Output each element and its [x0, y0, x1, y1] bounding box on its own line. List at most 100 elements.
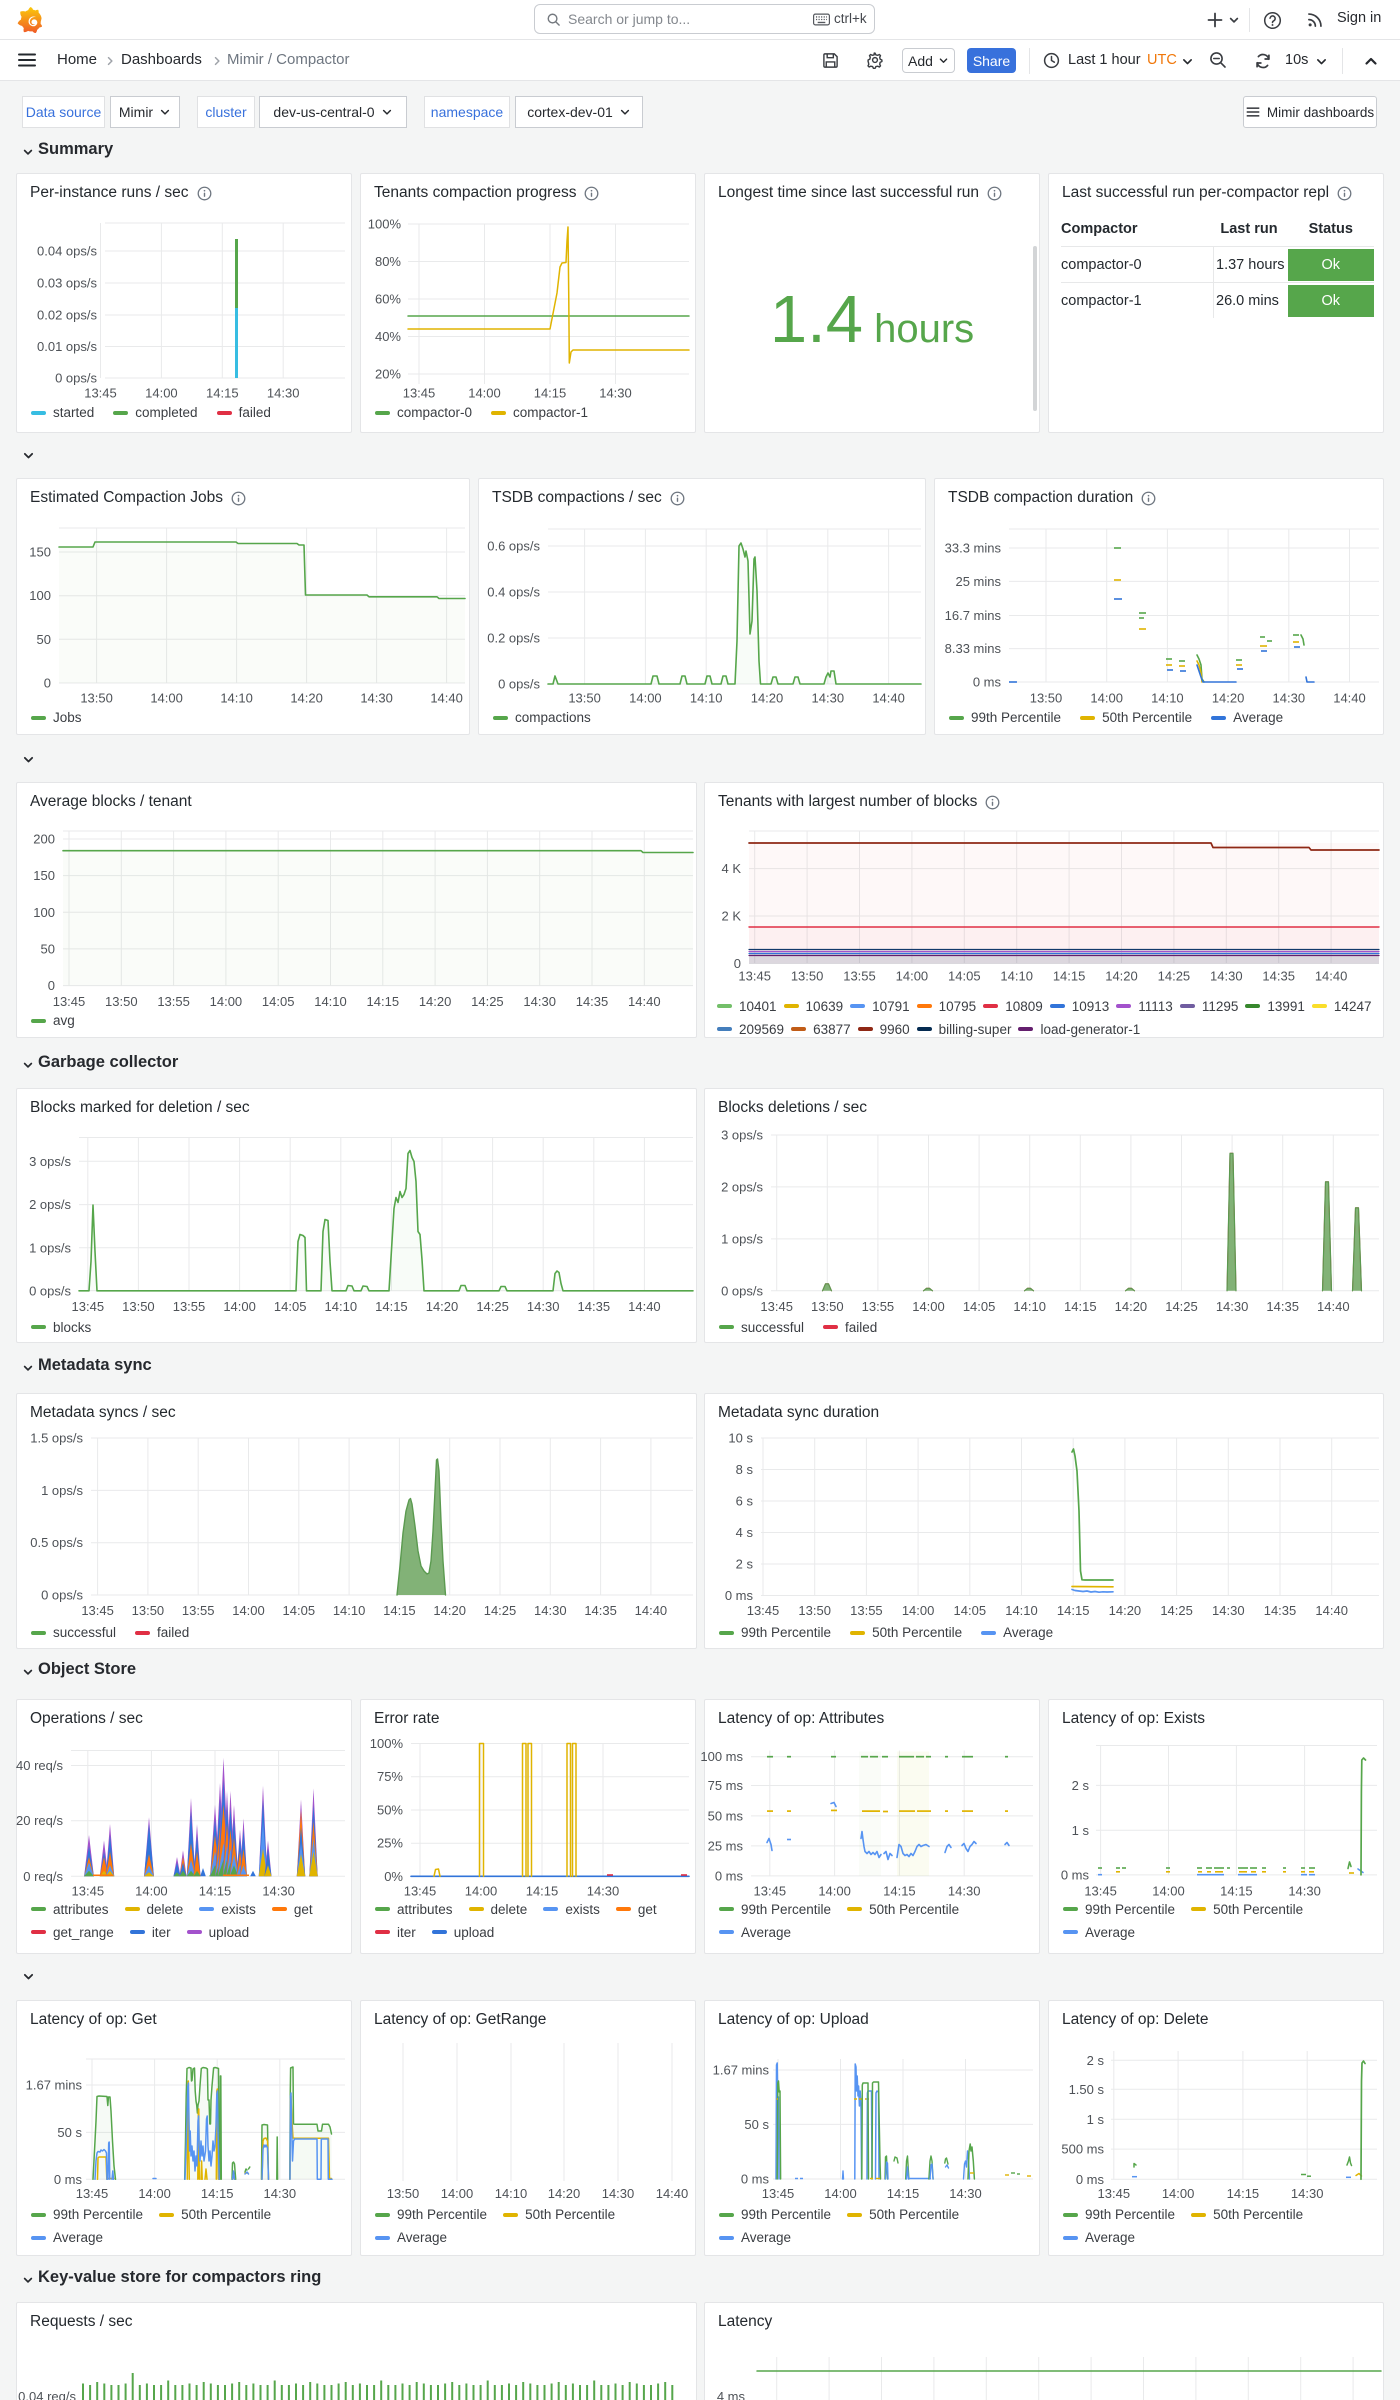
- svg-text:14:35: 14:35: [1262, 969, 1295, 984]
- svg-text:13:50: 13:50: [122, 1298, 155, 1313]
- svg-text:14:10: 14:10: [220, 691, 253, 706]
- svg-text:50: 50: [37, 632, 51, 647]
- svg-text:150: 150: [29, 545, 51, 560]
- svg-text:14:15: 14:15: [883, 1883, 916, 1898]
- svg-text:100%: 100%: [368, 217, 402, 232]
- svg-text:14:30: 14:30: [949, 2186, 982, 2201]
- svg-text:75%: 75%: [377, 1769, 403, 1784]
- svg-text:100: 100: [29, 588, 51, 603]
- svg-text:2 s: 2 s: [1072, 1777, 1090, 1792]
- svg-text:13:45: 13:45: [404, 1883, 437, 1898]
- svg-text:14:05: 14:05: [963, 1298, 996, 1313]
- svg-text:14:00: 14:00: [232, 1603, 265, 1618]
- svg-text:14:40: 14:40: [430, 691, 463, 706]
- svg-text:14:20: 14:20: [1212, 691, 1245, 706]
- svg-text:14:00: 14:00: [1162, 2186, 1195, 2201]
- svg-text:200: 200: [33, 832, 55, 847]
- svg-text:14:00: 14:00: [902, 1603, 935, 1618]
- svg-text:13:50: 13:50: [798, 1603, 831, 1618]
- svg-text:14:30: 14:30: [948, 1883, 981, 1898]
- svg-text:0.04 ops/s: 0.04 ops/s: [37, 244, 97, 259]
- svg-text:14:25: 14:25: [1158, 969, 1191, 984]
- svg-text:14:30: 14:30: [1212, 1603, 1245, 1618]
- svg-text:14:20: 14:20: [548, 2186, 581, 2201]
- svg-text:14:15: 14:15: [1064, 1298, 1097, 1313]
- svg-text:3 ops/s: 3 ops/s: [721, 1127, 763, 1142]
- svg-text:13:50: 13:50: [105, 994, 138, 1009]
- svg-text:14:10: 14:10: [333, 1603, 366, 1618]
- svg-text:2 ops/s: 2 ops/s: [29, 1197, 71, 1212]
- svg-text:14:30: 14:30: [527, 1298, 560, 1313]
- svg-text:1.67 mins: 1.67 mins: [26, 2078, 83, 2093]
- svg-text:14:35: 14:35: [584, 1603, 617, 1618]
- svg-text:14:00: 14:00: [145, 386, 178, 401]
- svg-text:14:30: 14:30: [262, 1883, 295, 1898]
- svg-text:50%: 50%: [377, 1802, 403, 1817]
- svg-text:1.5 ops/s: 1.5 ops/s: [30, 1431, 83, 1446]
- svg-text:14:40: 14:40: [635, 1603, 668, 1618]
- svg-text:0 ops/s: 0 ops/s: [41, 1588, 83, 1603]
- svg-text:0: 0: [48, 978, 55, 993]
- svg-text:1.67 mins: 1.67 mins: [713, 2063, 770, 2078]
- svg-text:25%: 25%: [377, 1835, 403, 1850]
- svg-text:14:20: 14:20: [290, 691, 323, 706]
- svg-text:500 ms: 500 ms: [1061, 2142, 1104, 2157]
- svg-text:14:00: 14:00: [818, 1883, 851, 1898]
- svg-text:14:40: 14:40: [628, 994, 661, 1009]
- svg-text:13:45: 13:45: [747, 1603, 780, 1618]
- svg-text:20%: 20%: [375, 367, 401, 382]
- svg-text:2 K: 2 K: [721, 909, 741, 924]
- svg-text:0 ms: 0 ms: [973, 675, 1002, 690]
- svg-text:1 ops/s: 1 ops/s: [41, 1483, 83, 1498]
- svg-text:0.6 ops/s: 0.6 ops/s: [487, 539, 540, 554]
- svg-text:14:35: 14:35: [576, 994, 609, 1009]
- svg-text:14:20: 14:20: [1109, 1603, 1142, 1618]
- svg-text:14:10: 14:10: [1000, 969, 1033, 984]
- svg-text:14:00: 14:00: [1152, 1883, 1185, 1898]
- svg-text:8.33 mins: 8.33 mins: [945, 641, 1002, 656]
- svg-text:13:45: 13:45: [72, 1883, 105, 1898]
- svg-text:100%: 100%: [370, 1736, 404, 1751]
- svg-text:14:30: 14:30: [812, 691, 845, 706]
- svg-text:50 ms: 50 ms: [708, 1808, 744, 1823]
- svg-text:14:30: 14:30: [360, 691, 393, 706]
- svg-text:14:10: 14:10: [314, 994, 347, 1009]
- svg-text:0 ops/s: 0 ops/s: [29, 1283, 71, 1298]
- svg-text:14:15: 14:15: [201, 2186, 234, 2201]
- svg-text:14:40: 14:40: [1317, 1298, 1350, 1313]
- svg-text:8 s: 8 s: [736, 1462, 754, 1477]
- svg-text:14:10: 14:10: [690, 691, 723, 706]
- svg-text:20 req/s: 20 req/s: [16, 1813, 63, 1828]
- svg-text:1 ops/s: 1 ops/s: [721, 1231, 763, 1246]
- svg-text:14:30: 14:30: [1216, 1298, 1249, 1313]
- svg-text:14:25: 14:25: [476, 1298, 509, 1313]
- svg-text:14:40: 14:40: [656, 2186, 689, 2201]
- svg-text:14:30: 14:30: [264, 2186, 297, 2201]
- svg-text:14:40: 14:40: [872, 691, 905, 706]
- svg-text:14:30: 14:30: [602, 2186, 635, 2201]
- svg-text:0.5 ops/s: 0.5 ops/s: [30, 1535, 83, 1550]
- svg-text:14:15: 14:15: [1220, 1883, 1253, 1898]
- svg-text:14:10: 14:10: [495, 2186, 528, 2201]
- svg-text:14:10: 14:10: [1005, 1603, 1038, 1618]
- svg-text:13:45: 13:45: [760, 1298, 793, 1313]
- svg-text:13:50: 13:50: [791, 969, 824, 984]
- svg-text:25 ms: 25 ms: [708, 1838, 744, 1853]
- svg-text:14:30: 14:30: [1210, 969, 1243, 984]
- svg-text:14:00: 14:00: [824, 2186, 857, 2201]
- svg-text:6 s: 6 s: [736, 1494, 754, 1509]
- svg-text:0.4 ops/s: 0.4 ops/s: [487, 585, 540, 600]
- svg-text:13:45: 13:45: [762, 2186, 795, 2201]
- svg-text:13:45: 13:45: [84, 386, 117, 401]
- svg-text:1 ops/s: 1 ops/s: [29, 1240, 71, 1255]
- svg-text:14:00: 14:00: [210, 994, 243, 1009]
- svg-text:0 ms: 0 ms: [715, 1868, 744, 1883]
- svg-text:40 req/s: 40 req/s: [16, 1758, 63, 1773]
- svg-text:14:05: 14:05: [283, 1603, 316, 1618]
- svg-text:14:20: 14:20: [1115, 1298, 1148, 1313]
- svg-text:14:05: 14:05: [262, 994, 295, 1009]
- svg-text:13:45: 13:45: [738, 969, 771, 984]
- svg-text:14:35: 14:35: [1266, 1298, 1299, 1313]
- svg-text:0 ms: 0 ms: [54, 2172, 83, 2187]
- svg-text:13:45: 13:45: [72, 1298, 105, 1313]
